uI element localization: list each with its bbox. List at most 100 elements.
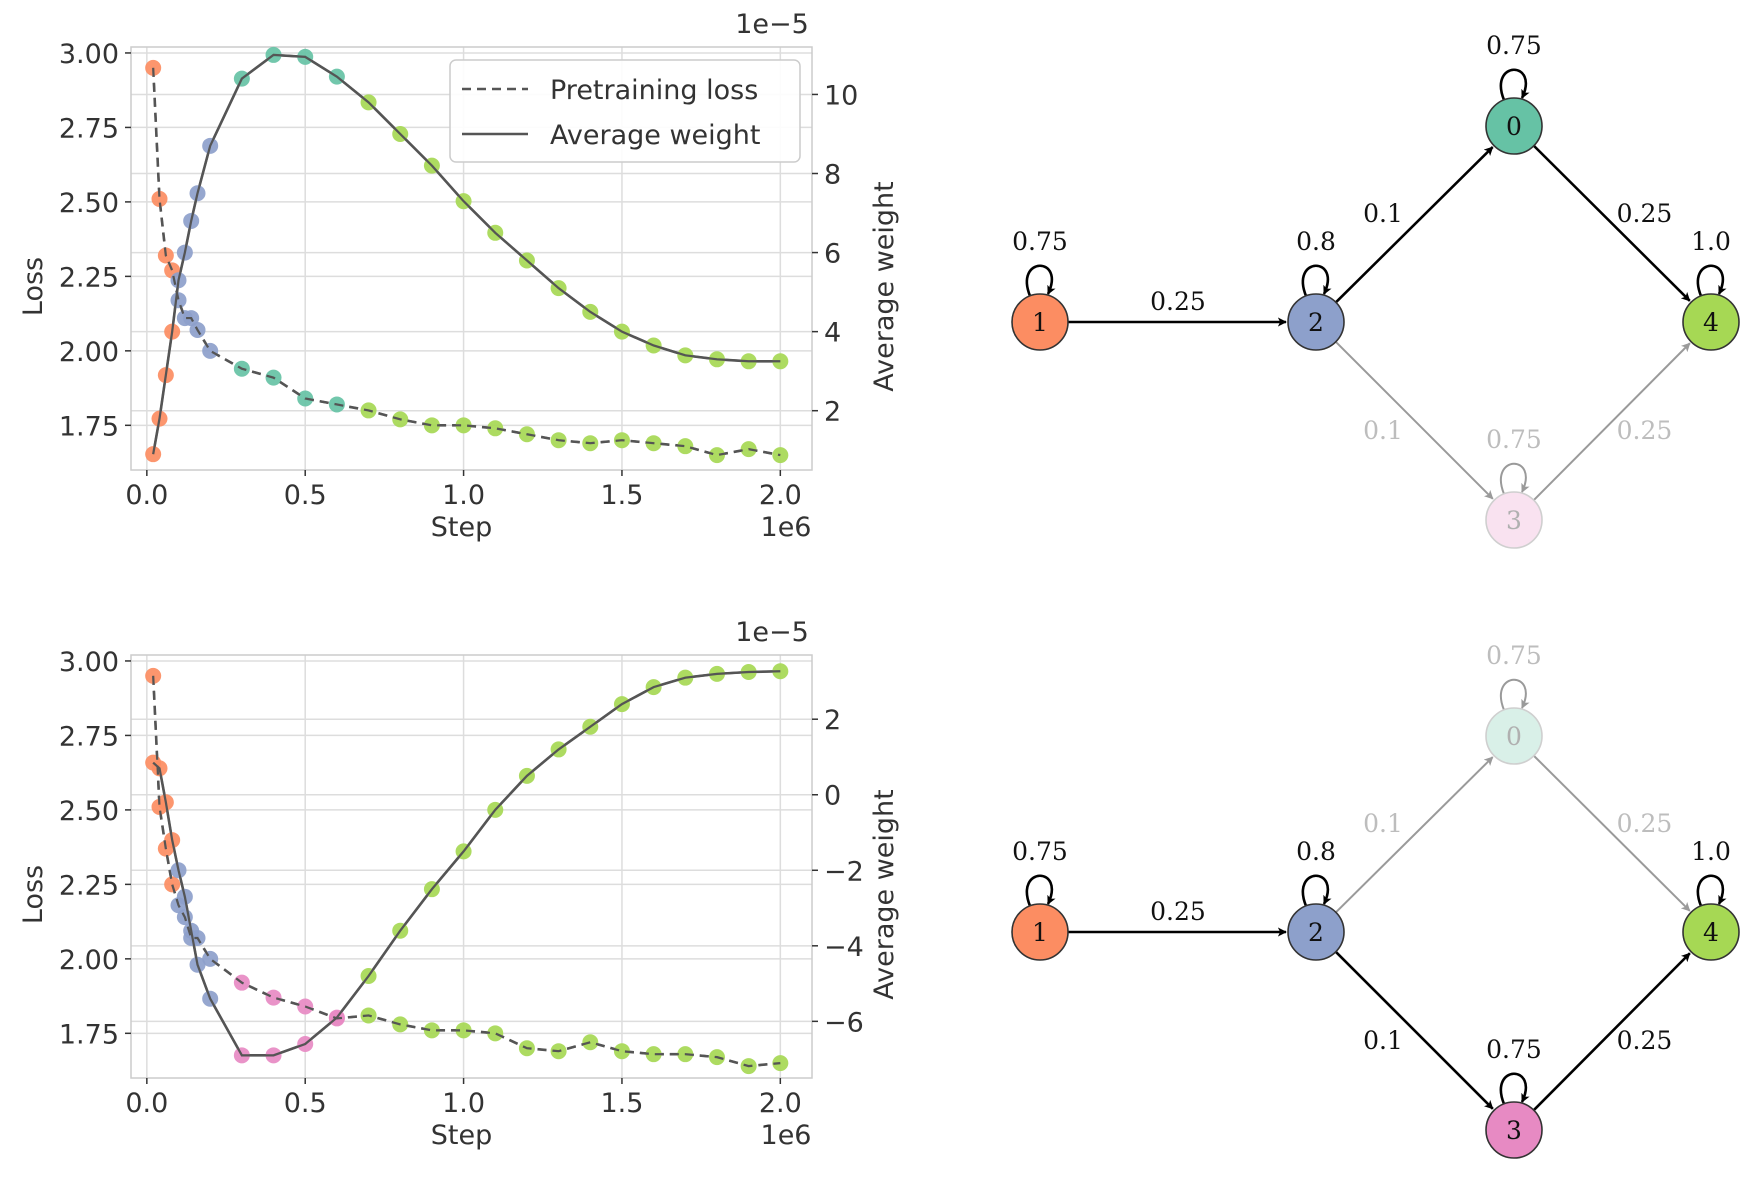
self-loop-3 — [1499, 1072, 1530, 1105]
node-2 — [1287, 903, 1345, 961]
node-label-0: 0 — [1506, 112, 1522, 141]
y-right-offset-label: 1e−5 — [735, 617, 809, 648]
self-loop-3 — [1500, 462, 1530, 495]
y-tick-label: 2.50 — [59, 188, 119, 219]
pretraining-loss-line-overlay — [152, 67, 781, 457]
x-axis-label: Step — [431, 1120, 492, 1151]
legend: Pretraining loss Average weight — [449, 59, 801, 163]
node-4 — [1682, 293, 1740, 351]
edge-label-3-4: 0.25 — [1617, 1026, 1673, 1055]
y-tick-label: 3.00 — [59, 39, 119, 70]
average-weight-line-overlay — [152, 53, 781, 455]
self-loop-4 — [1696, 264, 1727, 297]
edge-label-2-3: 0.1 — [1363, 1026, 1403, 1055]
loss-point — [677, 438, 694, 455]
node-2 — [1287, 293, 1345, 351]
y-tick-label: 2.00 — [59, 945, 119, 976]
y-tick-label: 2.75 — [59, 721, 119, 752]
loss-point — [455, 1022, 472, 1039]
self-loop-label-2: 0.8 — [1296, 837, 1336, 866]
loss-weight-chart-bottom: 0.0 0.5 1.0 1.5 2.0 1.75 2.00 2.25 2.50 2.75 3.00 −… — [18, 617, 900, 1151]
node-0 — [1485, 97, 1543, 155]
loss-point — [613, 1043, 630, 1060]
pretraining-loss-line-overlay — [152, 675, 781, 1068]
y-right-offset-label: 1e−5 — [735, 9, 809, 40]
y-right-tick-label: −6 — [824, 1007, 864, 1038]
loss-point — [202, 342, 219, 359]
edge-3-4 — [1532, 952, 1691, 1112]
y-right-axis-label: Average weight — [869, 789, 900, 1000]
node-1 — [1011, 903, 1069, 961]
self-loop-2 — [1301, 874, 1332, 907]
edge-label-2-3: 0.1 — [1363, 416, 1403, 445]
x-axis-label: Step — [431, 512, 492, 543]
self-loop-label-2: 0.8 — [1296, 227, 1336, 256]
x-tick-label: 1.5 — [600, 1088, 643, 1119]
self-loop-4 — [1696, 874, 1727, 907]
loss-point — [423, 417, 440, 434]
edge-2-0 — [1335, 756, 1494, 914]
loss-point — [645, 1046, 662, 1063]
self-loop-label-1: 0.75 — [1012, 227, 1068, 256]
y-right-tick-label: −2 — [824, 856, 864, 887]
edge-3-4 — [1533, 342, 1691, 501]
node-label-1: 1 — [1032, 308, 1048, 337]
y-tick-label: 2.50 — [59, 796, 119, 827]
edge-label-3-4: 0.25 — [1617, 416, 1673, 445]
node-3 — [1485, 1101, 1543, 1159]
edge-label-0-4: 0.25 — [1617, 199, 1673, 228]
loss-point — [170, 292, 187, 309]
edge-label-0-4: 0.25 — [1617, 809, 1673, 838]
self-loop-label-1: 0.75 — [1012, 837, 1068, 866]
self-loop-1 — [1025, 264, 1056, 297]
y-tick-label: 2.00 — [59, 337, 119, 368]
y-tick-label: 2.25 — [59, 870, 119, 901]
node-0 — [1485, 707, 1543, 765]
self-loop-label-3: 0.75 — [1486, 425, 1542, 454]
y-right-tick-label: 4 — [824, 318, 841, 349]
loss-point — [582, 1034, 599, 1051]
self-loop-0 — [1500, 678, 1530, 711]
average-weight-line-overlay — [152, 670, 781, 1057]
node-label-2: 2 — [1308, 308, 1324, 337]
y-right-tick-label: 8 — [824, 160, 841, 191]
x-tick-label: 0.5 — [284, 1088, 327, 1119]
legend-box — [449, 59, 801, 163]
edge-label-1-2: 0.25 — [1150, 287, 1206, 316]
y-right-tick-label: 6 — [824, 239, 841, 270]
self-loop-label-3: 0.75 — [1486, 1035, 1542, 1064]
x-tick-label: 1.0 — [442, 1088, 485, 1119]
y-axis-label: Loss — [18, 257, 49, 316]
x-tick-label: 1.5 — [600, 480, 643, 511]
self-loop-1 — [1025, 874, 1056, 907]
markov-graph-top: 0.25 0.1 0.25 0.1 0.25 0.75 0 0.75 1 0.8 2 0.75 3 1.0… — [1011, 31, 1740, 549]
y-right-axis-label: Average weight — [869, 181, 900, 392]
self-loop-0 — [1499, 68, 1530, 101]
loss-point — [708, 447, 725, 464]
edge-0-4 — [1532, 144, 1691, 302]
edge-2-3 — [1335, 341, 1494, 500]
edge-2-0 — [1334, 146, 1494, 304]
y-right-tick-label: −4 — [824, 932, 864, 963]
y-tick-label: 1.75 — [59, 1019, 119, 1050]
node-label-3: 3 — [1506, 506, 1522, 535]
y-axis-label: Loss — [18, 865, 49, 924]
edge-2-3 — [1334, 950, 1494, 1110]
y-right-tick-label: 2 — [824, 397, 841, 428]
loss-point — [487, 1025, 504, 1042]
legend-label: Average weight — [550, 120, 761, 151]
edge-label-1-2: 0.25 — [1150, 897, 1206, 926]
x-offset-label: 1e6 — [761, 512, 812, 543]
node-label-0: 0 — [1506, 722, 1522, 751]
node-3 — [1485, 491, 1543, 549]
node-1 — [1011, 293, 1069, 351]
y-right-tick-label: 2 — [824, 705, 841, 736]
loss-weight-chart-top: 0.0 0.5 1.0 1.5 2.0 1.75 2.00 2.25 2.50 2.75 3.00 2… — [18, 9, 900, 543]
loss-point — [455, 417, 472, 434]
y-right-tick-label: 10 — [824, 80, 858, 111]
x-tick-label: 0.0 — [125, 1088, 168, 1119]
self-loop-label-0: 0.75 — [1486, 31, 1542, 60]
edge-label-2-0: 0.1 — [1363, 809, 1403, 838]
average-weight-line — [152, 669, 781, 1057]
